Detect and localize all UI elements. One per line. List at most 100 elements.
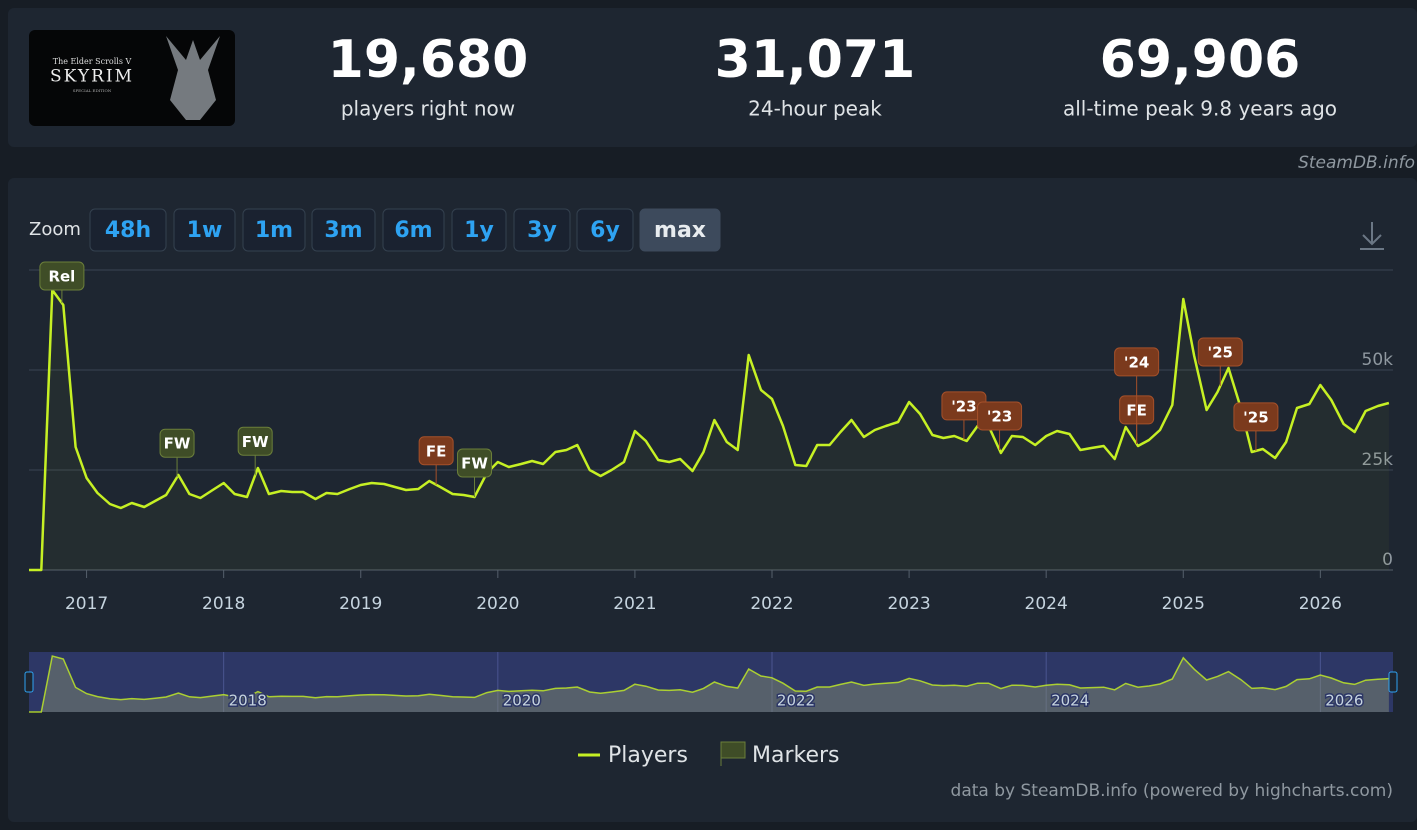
legend-flag	[720, 741, 746, 759]
marker-label: FW	[164, 435, 191, 453]
navigator-area	[29, 656, 1389, 712]
x-tick-label: 2022	[750, 594, 793, 614]
zoom-label: Zoom	[29, 219, 81, 240]
legend-item[interactable]: Markers	[720, 741, 840, 768]
x-tick-label: 2026	[1299, 594, 1342, 614]
source-label: SteamDB.info	[1298, 153, 1415, 173]
zoom-button-bg	[242, 208, 306, 252]
stat-label: all-time peak 9.8 years ago	[1063, 97, 1337, 121]
marker-flag[interactable]: FW	[457, 448, 493, 497]
navigator-handle[interactable]	[24, 671, 34, 693]
x-tick-label: 2025	[1162, 594, 1205, 614]
zoom-button[interactable]: max	[639, 208, 721, 252]
marker-label: '25	[1208, 344, 1233, 362]
x-tick-label: 2023	[887, 594, 930, 614]
stat-label: players right now	[341, 97, 515, 121]
zoom-button-bg	[576, 208, 634, 252]
marker-box	[159, 428, 195, 458]
zoom-button[interactable]: 6y	[576, 208, 634, 252]
zoom-button[interactable]: 3y	[513, 208, 571, 252]
legend-label: Markers	[752, 743, 840, 768]
y-tick-label: 50k	[1362, 350, 1394, 370]
x-tick-label: 2019	[339, 594, 382, 614]
zoom-button-label: 3m	[324, 218, 362, 243]
marker-flag[interactable]: '23	[977, 401, 1023, 450]
zoom-button-bg	[89, 208, 167, 252]
area-fill	[29, 290, 1389, 570]
zoom-button[interactable]: 3m	[311, 208, 376, 252]
zoom-button-bg	[451, 208, 507, 252]
marker-box	[1233, 402, 1279, 432]
zoom-button-label: 6m	[394, 218, 432, 243]
navigator-tick-label: 2018	[229, 692, 267, 710]
logo-line: SPECIAL EDITION	[73, 88, 112, 93]
legend-item[interactable]: Players	[578, 743, 688, 768]
zoom-button[interactable]: 1m	[242, 208, 306, 252]
marker-flag[interactable]: '24	[1114, 347, 1160, 444]
marker-flag[interactable]: '25	[1233, 402, 1279, 451]
stat-label: 24-hour peak	[748, 97, 882, 121]
logo-line: The Elder Scrolls V	[53, 57, 132, 66]
marker-box	[237, 426, 273, 456]
zoom-button-bg	[382, 208, 445, 252]
navigator-line	[29, 655, 1389, 713]
logo-emblem	[166, 36, 220, 120]
marker-flag[interactable]: FE	[418, 436, 454, 485]
download-icon[interactable]	[1360, 222, 1384, 250]
zoom-button[interactable]: 6m	[382, 208, 445, 252]
zoom-button-label: 3y	[527, 218, 557, 243]
zoom-button-label: 6y	[590, 218, 620, 243]
zoom-button-label: 48h	[105, 218, 151, 243]
zoom-button[interactable]: 1w	[173, 208, 236, 252]
marker-flag[interactable]: FW	[237, 426, 273, 476]
navigator-handle[interactable]	[1388, 671, 1398, 693]
marker-label: '24	[1124, 353, 1149, 371]
series-line	[29, 288, 1390, 572]
marker-flag[interactable]: '25	[1197, 337, 1243, 386]
marker-label: FW	[242, 433, 269, 451]
navigator-tick-label: 2026	[1325, 692, 1363, 710]
y-tick-label: 0	[1382, 550, 1393, 570]
zoom-button[interactable]: 48h	[89, 208, 167, 252]
x-tick-label: 2020	[476, 594, 519, 614]
marker-box	[457, 448, 493, 478]
marker-label: '25	[1243, 408, 1268, 426]
x-tick-label: 2017	[65, 594, 108, 614]
marker-label: '23	[987, 408, 1012, 426]
marker-box	[1114, 347, 1160, 377]
zoom-button-label: 1y	[464, 218, 494, 243]
marker-flag[interactable]: '23	[941, 391, 987, 440]
x-tick-label: 2018	[202, 594, 245, 614]
download-arrow	[1362, 234, 1382, 246]
legend-label: Players	[608, 743, 688, 768]
zoom-button-bg	[639, 208, 721, 252]
game-logo: The Elder Scrolls V SKYRIM SPECIAL EDITI…	[29, 30, 235, 126]
header-panel	[8, 8, 1417, 147]
stat-value: 19,680	[328, 30, 529, 90]
marker-box	[39, 261, 85, 291]
marker-box	[418, 436, 454, 466]
y-tick-label: 25k	[1362, 450, 1394, 470]
navigator-tick-label: 2024	[1051, 692, 1089, 710]
zoom-button-label: 1m	[255, 218, 293, 243]
zoom-button-bg	[513, 208, 571, 252]
marker-box	[977, 401, 1023, 431]
stat-value: 31,071	[715, 30, 916, 90]
zoom-button-label: max	[654, 218, 706, 243]
zoom-button-bg	[311, 208, 376, 252]
navigator-tick-label: 2020	[503, 692, 541, 710]
marker-flag[interactable]: Rel	[39, 261, 85, 304]
x-tick-label: 2021	[613, 594, 656, 614]
logo-title: SKYRIM	[50, 67, 134, 87]
marker-box	[1197, 337, 1243, 367]
marker-label: FW	[461, 455, 488, 473]
stat-value: 69,906	[1100, 30, 1301, 90]
marker-label: FE	[426, 442, 447, 460]
marker-label: Rel	[48, 268, 75, 286]
zoom-button[interactable]: 1y	[451, 208, 507, 252]
navigator-tick-label: 2022	[777, 692, 815, 710]
marker-flag[interactable]: FW	[159, 428, 195, 478]
marker-label: '23	[951, 397, 976, 415]
